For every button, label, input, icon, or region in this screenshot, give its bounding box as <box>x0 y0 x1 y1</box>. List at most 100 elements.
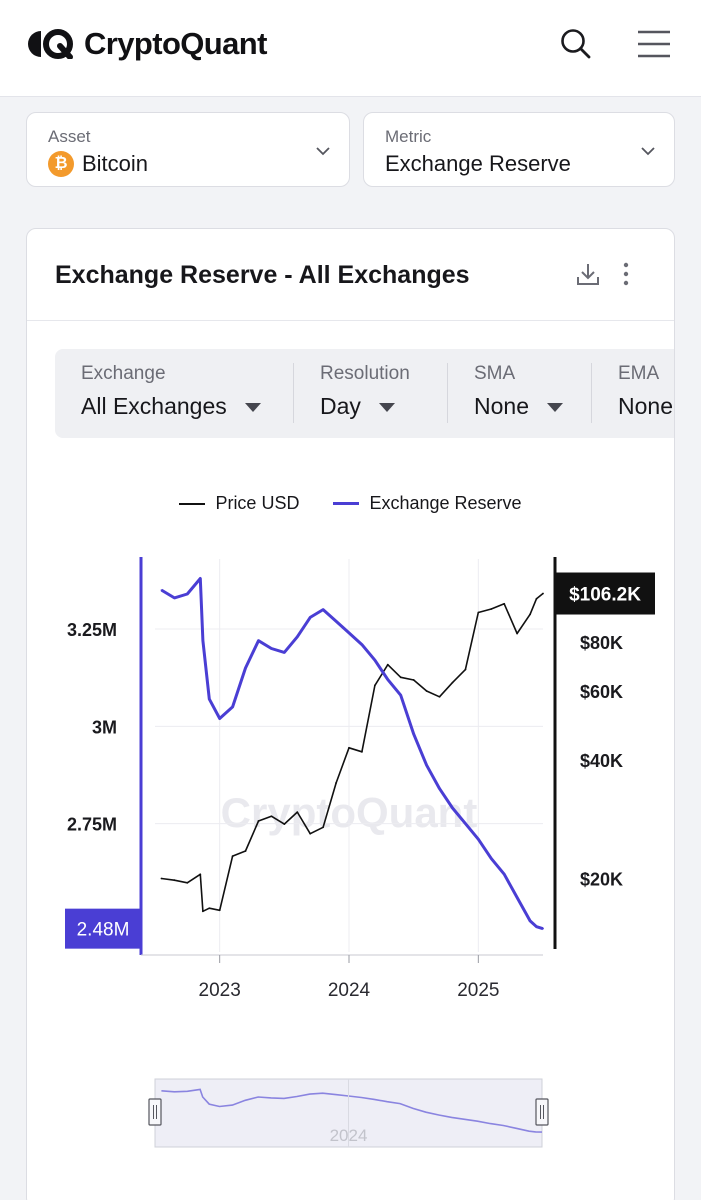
price-point <box>173 879 176 882</box>
price-point <box>322 826 325 829</box>
caret-down-icon <box>378 403 395 412</box>
reserve-point <box>412 733 415 735</box>
reserve-point <box>199 577 202 580</box>
reserve-point <box>309 616 312 619</box>
metric-selector[interactable]: Metric Exchange Reserve <box>363 112 675 187</box>
right-axis-tick-label: $80K <box>580 633 623 653</box>
exchange-dropdown[interactable]: Exchange All Exchanges <box>55 349 293 438</box>
price-point <box>199 873 202 876</box>
navigator-year-label: 2024 <box>330 1126 368 1145</box>
navigator-handle-right[interactable] <box>535 1098 549 1126</box>
price-swatch-icon <box>179 502 206 505</box>
left-axis-tick-label: 2.75M <box>67 815 117 835</box>
reserve-point <box>218 717 221 720</box>
reserve-point <box>386 678 389 681</box>
caret-down-icon <box>244 403 261 412</box>
sma-value-text: None <box>474 393 529 419</box>
resolution-dropdown[interactable]: Resolution Day <box>294 349 447 438</box>
reserve-point <box>231 705 234 708</box>
reserve-point <box>296 635 299 638</box>
price-usd-line <box>161 592 544 913</box>
reserve-point <box>529 919 531 922</box>
sma-dropdown[interactable]: SMA None <box>448 349 591 438</box>
chart-card: Exchange Reserve - All Exchanges Exchang… <box>26 228 675 1200</box>
reserve-point <box>335 620 337 623</box>
reserve-point <box>451 807 454 809</box>
price-point <box>218 909 221 912</box>
price-point <box>399 676 402 679</box>
price-point <box>257 820 260 822</box>
reserve-point <box>322 608 325 611</box>
reserve-point <box>425 764 428 767</box>
price-point <box>283 823 286 826</box>
download-icon[interactable] <box>575 261 601 292</box>
reserve-point <box>542 927 544 930</box>
reserve-point <box>186 593 189 595</box>
search-button[interactable] <box>556 26 596 66</box>
price-point <box>231 855 234 858</box>
price-point <box>244 850 247 852</box>
chevron-down-icon <box>640 143 656 161</box>
price-point <box>503 602 506 605</box>
asset-value: ₿ Bitcoin <box>48 151 148 177</box>
caret-down-icon <box>546 403 563 412</box>
legend-reserve[interactable]: Exchange Reserve <box>333 493 522 514</box>
asset-value-text: Bitcoin <box>82 151 149 176</box>
reserve-point <box>208 698 211 700</box>
chart-controls: Exchange All Exchanges Resolution Day SM… <box>55 349 674 438</box>
metric-value: Exchange Reserve <box>385 151 571 176</box>
menu-button[interactable] <box>634 26 674 66</box>
price-point <box>542 592 544 595</box>
navigator-handle-left[interactable] <box>148 1098 162 1126</box>
reserve-point <box>399 694 402 697</box>
right-axis-tick-label: $60K <box>580 682 623 702</box>
resolution-label: Resolution <box>320 363 410 384</box>
legend-price[interactable]: Price USD <box>179 493 299 514</box>
reserve-point <box>160 589 163 592</box>
sma-value: None <box>474 393 563 420</box>
asset-selector[interactable]: Asset ₿ Bitcoin <box>26 112 350 187</box>
chart-svg: CryptoQuant 3.25M3M2.75M$80K$60K$40K$20K… <box>65 557 655 1148</box>
price-point <box>438 695 441 698</box>
price-point <box>477 611 480 614</box>
legend-price-label: Price USD <box>215 493 300 513</box>
price-point <box>348 746 350 749</box>
chart-legend: Price USD Exchange Reserve <box>27 493 674 514</box>
reserve-point <box>257 639 260 642</box>
exchange-value-text: All Exchanges <box>81 393 227 419</box>
reserve-point <box>464 822 467 825</box>
price-point <box>186 881 189 884</box>
price-current-label: $106.2K <box>569 585 641 606</box>
price-point <box>270 815 273 818</box>
left-axis-tick-label: 3M <box>92 717 117 737</box>
control-divider <box>591 363 592 423</box>
reserve-point <box>348 632 350 634</box>
price-point <box>425 690 428 692</box>
price-point <box>373 684 376 687</box>
price-point <box>361 750 363 753</box>
range-navigator[interactable]: 2024 <box>148 1078 549 1148</box>
right-axis-tick-label: $40K <box>580 751 623 771</box>
reserve-point <box>361 643 363 646</box>
x-axis-tick-label: 2025 <box>457 980 499 1001</box>
asset-label: Asset <box>48 127 91 146</box>
chart-axes <box>139 557 557 963</box>
top-nav-bar: CryptoQuant <box>0 0 701 97</box>
reserve-point <box>438 787 441 790</box>
card-header: Exchange Reserve - All Exchanges <box>27 229 674 321</box>
price-point <box>335 782 337 784</box>
price-point <box>535 597 538 600</box>
chart-grid <box>155 559 543 952</box>
ema-dropdown[interactable]: EMA None <box>592 349 674 438</box>
brand-name: CryptoQuant <box>84 26 267 61</box>
price-point <box>516 632 519 635</box>
brand-logo[interactable]: CryptoQuant <box>28 26 267 62</box>
price-point <box>208 907 211 910</box>
more-vertical-icon[interactable] <box>621 261 631 292</box>
price-point <box>464 668 467 671</box>
reserve-swatch-icon <box>333 502 360 505</box>
reserve-point <box>477 838 480 841</box>
price-point <box>412 679 415 681</box>
menu-icon <box>636 27 672 66</box>
x-axis-tick-label: 2023 <box>199 980 241 1001</box>
